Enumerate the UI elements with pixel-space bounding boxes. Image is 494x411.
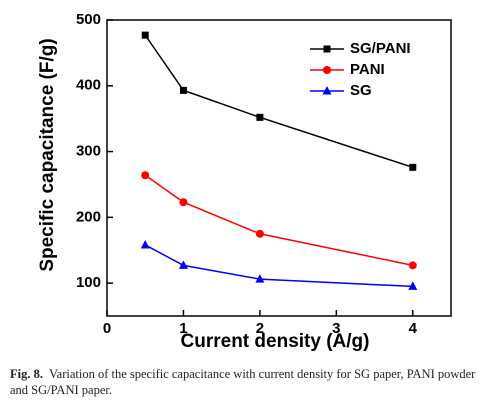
x-tick-label: 3 [332,320,340,337]
marker [141,31,149,39]
marker [255,229,264,238]
x-tick-label: 4 [409,320,418,337]
y-tick-label: 300 [76,143,101,160]
marker [178,260,188,269]
marker [408,261,417,270]
marker [409,163,417,171]
marker [255,274,265,283]
legend-label: PANI [350,61,385,78]
caption-text: Variation of the specific capacitance wi… [10,367,476,397]
marker [140,239,150,249]
marker [141,171,150,180]
marker [256,113,264,121]
marker [408,281,418,290]
x-axis-label: Current density (A/g) [181,331,370,352]
caption: Fig. 8. Variation of the specific capaci… [10,366,490,398]
y-tick-label: 100 [76,274,101,291]
series-line [144,244,413,288]
series-line [144,34,414,169]
x-tick-label: 2 [256,320,264,337]
y-tick-label: 200 [76,208,101,225]
legend-label: SG [350,82,372,99]
series-line [144,174,413,267]
legend-label: SG/PANI [350,40,411,57]
plot-frame [106,19,452,317]
chart: Current density (A/g) Specific capacitan… [37,11,452,352]
marker [179,198,188,207]
marker [322,86,332,95]
y-tick-label: 400 [76,77,101,94]
marker [179,86,187,94]
x-tick-label: 0 [103,320,111,337]
marker [323,66,331,74]
y-tick-label: 500 [76,11,101,28]
x-tick-label: 1 [179,320,187,337]
y-axis-label: Specific capacitance (F/g) [37,38,58,271]
marker [323,45,331,53]
caption-label: Fig. 8. [10,367,43,381]
